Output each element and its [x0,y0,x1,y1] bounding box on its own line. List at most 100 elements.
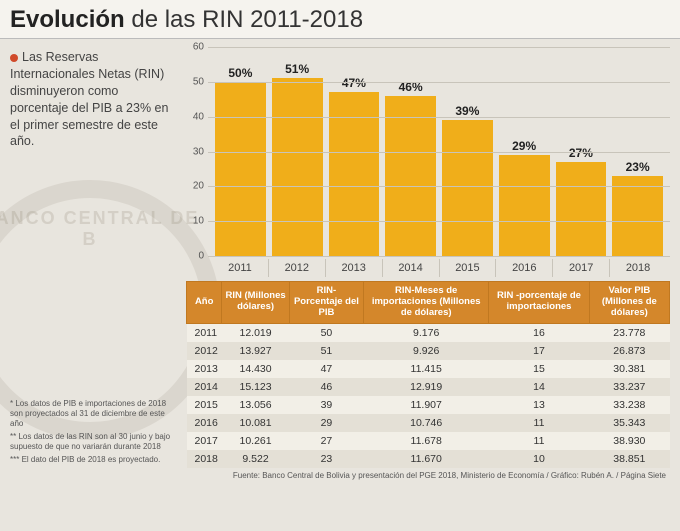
table-header-cell: Año [187,282,222,324]
x-tick-label: 2017 [553,259,610,277]
bar-value-label: 50% [228,66,252,80]
grid-line [208,117,670,118]
table-cell: 11.907 [364,396,489,414]
table-cell: 27 [289,432,363,450]
bar [499,155,550,256]
title-rest: de las RIN 2011-2018 [125,6,363,33]
grid-line [208,152,670,153]
source-line: Fuente: Banco Central de Bolivia y prese… [180,468,674,480]
table-header-cell: RIN- Porcentaje del PIB [289,282,363,324]
table-row: 201213.927519.9261726.873 [187,342,670,360]
y-tick-label: 10 [184,216,204,227]
y-tick-label: 50 [184,76,204,87]
footnote: ** Los datos de las RIN son al 30 junio … [10,432,180,452]
table-cell: 10.746 [364,414,489,432]
x-tick-label: 2015 [440,259,497,277]
x-axis-labels: 20112012201320142015201620172018 [208,257,670,277]
table-cell: 17 [489,342,589,360]
footnote: * Los datos de PIB e importaciones de 20… [10,399,180,429]
table-cell: 12.919 [364,378,489,396]
table-row: 201314.4304711.4151530.381 [187,360,670,378]
table-row: 201112.019509.1761623.778 [187,323,670,342]
grid-line [208,82,670,83]
table-cell: 9.176 [364,323,489,342]
bar-value-label: 47% [342,76,366,90]
table-row: 20189.5222311.6701038.851 [187,450,670,468]
grid-line [208,186,670,187]
table-body: 201112.019509.1761623.778201213.927519.9… [187,323,670,468]
table-cell: 47 [289,360,363,378]
intro-text: Las Reservas Internacionales Netas (RIN)… [10,50,168,148]
bar [556,162,607,256]
x-tick-label: 2012 [269,259,326,277]
y-tick-label: 0 [184,251,204,262]
table-cell: 33.237 [589,378,669,396]
y-tick-label: 20 [184,181,204,192]
table-cell: 14 [489,378,589,396]
bar [215,82,266,256]
bar [272,78,323,256]
table-cell: 11.415 [364,360,489,378]
table-cell: 38.851 [589,450,669,468]
table-cell: 50 [289,323,363,342]
bar [612,176,663,256]
data-table: AñoRIN (Millones dólares)RIN- Porcentaje… [186,281,670,468]
table-cell: 11 [489,414,589,432]
table-cell: 30.381 [589,360,669,378]
x-tick-label: 2013 [326,259,383,277]
y-tick-label: 60 [184,42,204,53]
table-cell: 10.261 [222,432,289,450]
table-cell: 14.430 [222,360,289,378]
table-header-cell: RIN-Meses de importaciones (Millones de … [364,282,489,324]
table-cell: 2013 [187,360,222,378]
table-cell: 38.930 [589,432,669,450]
table-cell: 16 [489,323,589,342]
table-cell: 46 [289,378,363,396]
bar [442,120,493,256]
grid-line [208,47,670,48]
table-cell: 11 [489,432,589,450]
table-cell: 23 [289,450,363,468]
table-cell: 10 [489,450,589,468]
page-title: Evolución de las RIN 2011-2018 [0,0,680,39]
table-cell: 2011 [187,323,222,342]
grid-line [208,221,670,222]
main-layout: Las Reservas Internacionales Netas (RIN)… [0,39,680,480]
x-tick-label: 2014 [383,259,440,277]
table-cell: 13 [489,396,589,414]
table-header-cell: Valor PIB (Millones de dólares) [589,282,669,324]
table-cell: 13.927 [222,342,289,360]
footnote: *** El dato del PIB de 2018 es proyectad… [10,455,180,465]
grid-line [208,256,670,257]
table-cell: 2017 [187,432,222,450]
table-cell: 35.343 [589,414,669,432]
table-row: 201610.0812910.7461135.343 [187,414,670,432]
table-header-row: AñoRIN (Millones dólares)RIN- Porcentaje… [187,282,670,324]
x-tick-label: 2016 [496,259,553,277]
table-cell: 51 [289,342,363,360]
table-cell: 11.678 [364,432,489,450]
table-row: 201513.0563911.9071333.238 [187,396,670,414]
bar-chart: 50%51%47%46%39%29%27%23% 0102030405060 [208,47,670,257]
table-cell: 2018 [187,450,222,468]
table-header-cell: RIN -porcentaje de importaciones [489,282,589,324]
table-cell: 9.926 [364,342,489,360]
table-cell: 15.123 [222,378,289,396]
x-tick-label: 2011 [212,259,269,277]
table-cell: 2015 [187,396,222,414]
table-cell: 26.873 [589,342,669,360]
table-row: 201415.1234612.9191433.237 [187,378,670,396]
table-cell: 23.778 [589,323,669,342]
bar-value-label: 51% [285,62,309,76]
bar-value-label: 23% [626,160,650,174]
title-bold: Evolución [10,6,125,33]
table-cell: 12.019 [222,323,289,342]
table-cell: 39 [289,396,363,414]
x-tick-label: 2018 [610,259,666,277]
bullet-icon [10,54,18,62]
table-header-cell: RIN (Millones dólares) [222,282,289,324]
table-cell: 15 [489,360,589,378]
bar [385,96,436,256]
table-cell: 10.081 [222,414,289,432]
footnotes: * Los datos de PIB e importaciones de 20… [10,399,180,468]
